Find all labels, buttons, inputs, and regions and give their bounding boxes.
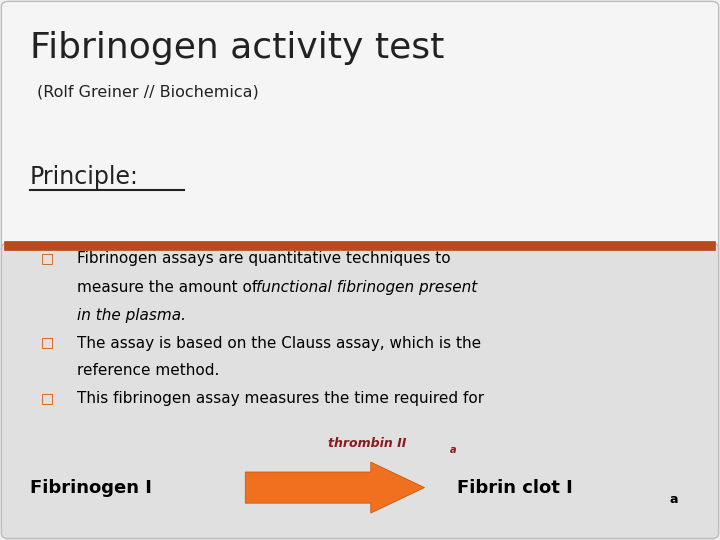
Text: Principle:: Principle: xyxy=(30,165,139,189)
Text: a: a xyxy=(450,446,456,455)
Text: measure the amount of: measure the amount of xyxy=(77,280,262,295)
Text: functional fibrinogen present: functional fibrinogen present xyxy=(256,280,477,295)
Text: □: □ xyxy=(41,335,54,349)
Text: Fibrinogen activity test: Fibrinogen activity test xyxy=(30,31,444,65)
FancyBboxPatch shape xyxy=(1,2,719,254)
Text: □: □ xyxy=(41,392,54,406)
Text: Fibrin clot I: Fibrin clot I xyxy=(456,478,572,497)
Text: Fibrinogen assays are quantitative techniques to: Fibrinogen assays are quantitative techn… xyxy=(77,251,450,266)
Text: thrombin II: thrombin II xyxy=(328,437,406,450)
Text: (Rolf Greiner // Biochemica): (Rolf Greiner // Biochemica) xyxy=(37,85,259,100)
Text: in the plasma.: in the plasma. xyxy=(77,308,186,322)
FancyBboxPatch shape xyxy=(1,243,719,538)
FancyArrow shape xyxy=(246,462,425,513)
Text: reference method.: reference method. xyxy=(77,363,219,379)
Text: Fibrinogen I: Fibrinogen I xyxy=(30,478,152,497)
Text: a: a xyxy=(670,494,678,507)
Text: This fibrinogen assay measures the time required for: This fibrinogen assay measures the time … xyxy=(77,392,484,407)
Text: The assay is based on the Clauss assay, which is the: The assay is based on the Clauss assay, … xyxy=(77,335,481,350)
Text: □: □ xyxy=(41,251,54,265)
